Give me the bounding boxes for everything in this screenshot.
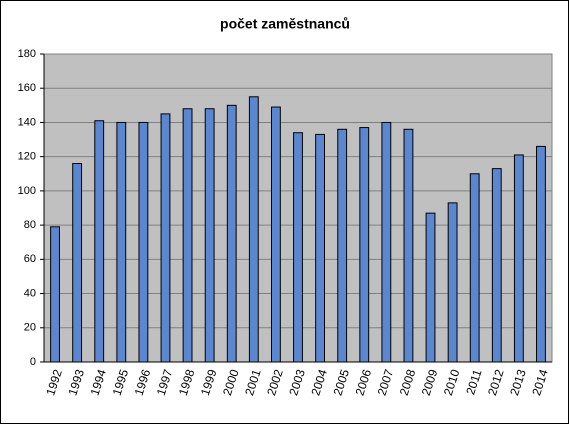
bar bbox=[381, 121, 392, 363]
bar bbox=[293, 132, 303, 363]
bar bbox=[116, 121, 127, 363]
y-tick-label: 160 bbox=[18, 82, 36, 94]
bar bbox=[182, 108, 193, 363]
bar bbox=[403, 128, 414, 363]
y-tick-label: 20 bbox=[24, 322, 36, 334]
bar bbox=[513, 154, 524, 363]
bar bbox=[337, 128, 348, 363]
bar bbox=[138, 121, 149, 363]
bar bbox=[491, 168, 502, 363]
y-tick-label: 0 bbox=[30, 356, 36, 368]
y-tick-label: 80 bbox=[24, 219, 36, 231]
bar bbox=[94, 120, 105, 363]
y-tick-label: 120 bbox=[18, 151, 36, 163]
y-tick-label: 100 bbox=[18, 185, 36, 197]
chart-title: počet zaměstnanců bbox=[220, 16, 350, 32]
y-tick-label: 60 bbox=[24, 253, 36, 265]
y-tick-label: 180 bbox=[18, 48, 36, 60]
bar bbox=[315, 133, 326, 363]
bar bbox=[204, 108, 215, 363]
bar bbox=[536, 145, 546, 363]
bar bbox=[160, 113, 171, 363]
bar bbox=[469, 173, 480, 363]
y-tick-label: 140 bbox=[18, 116, 36, 128]
bar bbox=[50, 226, 60, 363]
bar bbox=[248, 96, 259, 363]
bar bbox=[226, 104, 237, 363]
bar bbox=[447, 202, 458, 363]
y-tick-label: 40 bbox=[24, 287, 36, 299]
bar bbox=[359, 127, 370, 363]
bar bbox=[425, 212, 436, 363]
bar bbox=[72, 163, 83, 363]
bar bbox=[270, 106, 281, 363]
